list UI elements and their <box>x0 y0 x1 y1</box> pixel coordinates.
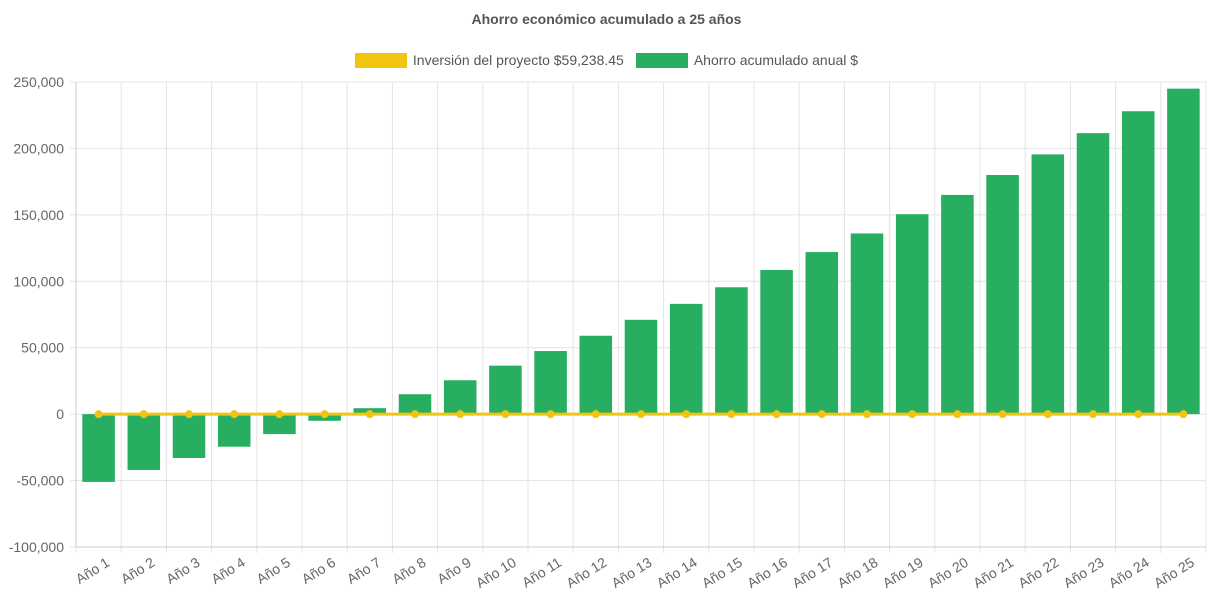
bar-19 <box>895 214 929 415</box>
bar-12 <box>579 335 613 415</box>
investment-point-20 <box>953 410 962 419</box>
y-tick-label: 50,000 <box>21 340 64 356</box>
x-tick-label: Año 9 <box>434 554 474 587</box>
chart-title: Ahorro económico acumulado a 25 años <box>471 11 742 27</box>
investment-point-6 <box>320 410 329 419</box>
legend-item-savings[interactable]: Ahorro acumulado anual $ <box>635 52 859 68</box>
investment-point-12 <box>591 410 600 419</box>
x-tick-label: Año 6 <box>299 554 339 587</box>
investment-point-2 <box>139 410 148 419</box>
investment-point-25 <box>1179 410 1188 419</box>
x-tick-label: Año 14 <box>654 554 700 591</box>
bar-15 <box>715 287 748 415</box>
y-tick-label: 150,000 <box>13 207 64 223</box>
investment-point-19 <box>908 410 917 419</box>
x-tick-label: Año 12 <box>563 554 609 591</box>
bar-11 <box>534 351 567 415</box>
investment-point-5 <box>275 410 284 419</box>
x-tick-label: Año 23 <box>1060 554 1106 591</box>
bar-25 <box>1167 88 1200 415</box>
bar-20 <box>941 194 974 415</box>
x-tick-label: Año 18 <box>834 554 880 591</box>
investment-point-1 <box>94 410 103 419</box>
investment-point-22 <box>1043 410 1052 419</box>
bar-21 <box>986 175 1019 415</box>
x-tick-label: Año 22 <box>1015 554 1061 591</box>
x-tick-label: Año 3 <box>163 554 203 587</box>
x-tick-label: Año 25 <box>1151 554 1197 591</box>
bar-14 <box>669 303 703 415</box>
bar-16 <box>760 269 793 415</box>
x-tick-label: Año 7 <box>344 554 384 587</box>
y-tick-label: 100,000 <box>13 273 64 289</box>
x-tick-label: Año 10 <box>473 554 519 591</box>
bar-5 <box>263 414 296 435</box>
x-tick-label: Año 11 <box>519 554 564 591</box>
investment-point-11 <box>546 410 555 419</box>
investment-point-21 <box>998 410 1007 419</box>
bar-9 <box>443 380 477 415</box>
x-tick-label: Año 8 <box>389 554 429 587</box>
investment-point-15 <box>727 410 736 419</box>
bar-2 <box>127 414 161 470</box>
x-tick-label: Año 20 <box>925 554 971 591</box>
legend-swatch-savings <box>635 52 688 68</box>
bar-1 <box>82 414 115 482</box>
x-tick-label: Año 24 <box>1106 554 1152 591</box>
x-tick-label: Año 19 <box>880 554 926 591</box>
y-tick-label: -50,000 <box>17 473 65 489</box>
bar-4 <box>217 414 251 447</box>
x-tick-label: Año 5 <box>253 554 293 587</box>
y-tick-label: 200,000 <box>13 140 64 156</box>
legend-swatch-investment <box>354 52 407 68</box>
bar-8 <box>398 394 432 415</box>
x-tick-label: Año 4 <box>208 554 248 587</box>
investment-point-9 <box>456 410 465 419</box>
investment-point-4 <box>230 410 239 419</box>
x-tick-label: Año 2 <box>118 554 158 587</box>
bar-3 <box>172 414 206 458</box>
bar-22 <box>1031 154 1065 415</box>
investment-point-24 <box>1134 410 1143 419</box>
investment-point-16 <box>772 410 781 419</box>
investment-point-8 <box>411 410 419 419</box>
bar-17 <box>805 252 839 415</box>
bar-13 <box>624 319 658 415</box>
y-tick-label: 0 <box>56 406 64 422</box>
investment-point-7 <box>365 410 374 419</box>
bar-10 <box>489 365 522 415</box>
bar-24 <box>1121 111 1155 415</box>
legend-item-investment[interactable]: Inversión del proyecto $59,238.45 <box>354 52 624 68</box>
x-tick-label: Año 16 <box>744 554 790 591</box>
x-tick-label: Año 21 <box>970 554 1016 591</box>
chart-legend: Inversión del proyecto $59,238.45 Ahorro… <box>0 52 1213 68</box>
investment-point-3 <box>185 410 193 419</box>
y-tick-label: 250,000 <box>13 74 64 90</box>
investment-point-18 <box>863 410 871 419</box>
investment-point-10 <box>501 410 510 419</box>
investment-point-14 <box>682 410 691 419</box>
bar-23 <box>1076 133 1110 415</box>
x-tick-label: Año 17 <box>789 554 835 591</box>
x-tick-label: Año 15 <box>699 554 745 591</box>
legend-label-savings: Ahorro acumulado anual $ <box>693 52 859 68</box>
x-tick-label: Año 1 <box>73 554 113 587</box>
investment-point-17 <box>817 410 826 419</box>
y-tick-label: -100,000 <box>9 539 64 555</box>
legend-label-investment: Inversión del proyecto $59,238.45 <box>412 52 624 68</box>
investment-point-23 <box>1089 410 1097 419</box>
x-tick-label: Año 13 <box>608 554 654 591</box>
bar-18 <box>850 233 884 415</box>
investment-point-13 <box>637 410 645 419</box>
